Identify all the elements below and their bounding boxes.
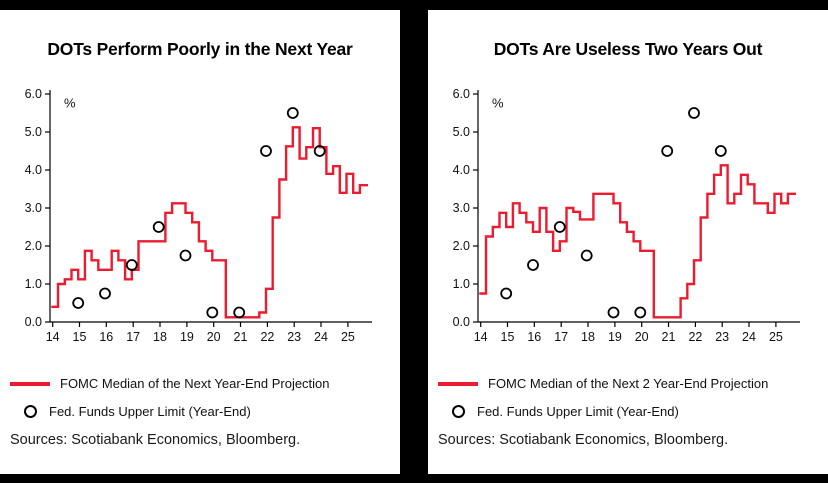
legend-item-upper-limit: Fed. Funds Upper Limit (Year-End) xyxy=(10,404,400,419)
svg-text:25: 25 xyxy=(769,330,783,344)
svg-text:19: 19 xyxy=(608,330,622,344)
svg-text:16: 16 xyxy=(99,330,113,344)
legend-item-fomc-median: FOMC Median of the Next 2 Year-End Proje… xyxy=(438,376,828,391)
sources-note: Sources: Scotiabank Economics, Bloomberg… xyxy=(10,432,301,448)
svg-text:24: 24 xyxy=(314,330,328,344)
svg-text:4.0: 4.0 xyxy=(453,163,470,177)
chart-title-two-years-out: DOTs Are Useless Two Years Out xyxy=(493,39,763,59)
legend-label-upper-limit: Fed. Funds Upper Limit (Year-End) xyxy=(49,404,251,419)
svg-text:19: 19 xyxy=(180,330,194,344)
legend-item-upper-limit: Fed. Funds Upper Limit (Year-End) xyxy=(438,404,828,419)
svg-text:15: 15 xyxy=(73,330,87,344)
svg-text:5.0: 5.0 xyxy=(453,125,470,139)
svg-text:17: 17 xyxy=(126,330,140,344)
svg-text:1.0: 1.0 xyxy=(453,277,470,291)
svg-text:14: 14 xyxy=(474,330,488,344)
svg-text:22: 22 xyxy=(260,330,274,344)
svg-text:6.0: 6.0 xyxy=(453,87,470,101)
svg-text:18: 18 xyxy=(153,330,167,344)
svg-text:1.0: 1.0 xyxy=(25,277,42,291)
svg-text:2.0: 2.0 xyxy=(453,239,470,253)
svg-text:23: 23 xyxy=(715,330,729,344)
svg-text:6.0: 6.0 xyxy=(25,87,42,101)
svg-text:24: 24 xyxy=(742,330,756,344)
panel-two-years-out: DOTs Are Useless Two Years Out 6.0 5.0 4.0… xyxy=(428,10,828,474)
svg-text:17: 17 xyxy=(554,330,568,344)
svg-text:25: 25 xyxy=(341,330,355,344)
svg-text:21: 21 xyxy=(234,330,248,344)
legend-item-fomc-median: FOMC Median of the Next Year-End Project… xyxy=(10,376,400,391)
svg-text:21: 21 xyxy=(662,330,676,344)
svg-text:16: 16 xyxy=(527,330,541,344)
two-year-projection-chart: 6.0 5.0 4.0 3.0 2.0 1.0 0.0 14 15 16 17 18 19 20 21 22 2… xyxy=(453,87,800,344)
svg-text:%: % xyxy=(492,95,504,110)
legend-label-upper-limit: Fed. Funds Upper Limit (Year-End) xyxy=(477,404,679,419)
red-line-marker xyxy=(438,381,478,386)
open-circle-marker xyxy=(452,405,465,418)
svg-text:2.0: 2.0 xyxy=(25,239,42,253)
sources-note: Sources: Scotiabank Economics, Bloomberg… xyxy=(438,432,729,448)
svg-text:4.0: 4.0 xyxy=(25,163,42,177)
svg-text:0.0: 0.0 xyxy=(453,315,470,329)
svg-text:3.0: 3.0 xyxy=(453,201,470,215)
chart-title-next-year: DOTs Perform Poorly in the Next Year xyxy=(47,39,353,59)
red-line-marker xyxy=(10,381,50,386)
svg-text:23: 23 xyxy=(287,330,301,344)
legend-label-fomc-median: FOMC Median of the Next 2 Year-End Proje… xyxy=(488,376,769,391)
svg-text:20: 20 xyxy=(207,330,221,344)
next-year-projection-chart: 6.0 5.0 4.0 3.0 2.0 1.0 0.0 14 15 16 17 18 19 20 21 22 2… xyxy=(25,87,372,344)
svg-text:20: 20 xyxy=(635,330,649,344)
open-circle-marker xyxy=(24,405,37,418)
svg-text:%: % xyxy=(64,95,76,110)
panel-next-year: DOTs Perform Poorly in the Next Year 6.0… xyxy=(0,10,400,474)
legend-two-years-out: FOMC Median of the Next 2 Year-End Proje… xyxy=(438,376,828,419)
svg-text:14: 14 xyxy=(46,330,60,344)
svg-text:15: 15 xyxy=(501,330,515,344)
svg-text:5.0: 5.0 xyxy=(25,125,42,139)
svg-text:3.0: 3.0 xyxy=(25,201,42,215)
legend-next-year: FOMC Median of the Next Year-End Project… xyxy=(10,376,400,419)
legend-label-fomc-median: FOMC Median of the Next Year-End Project… xyxy=(60,376,330,391)
svg-text:0.0: 0.0 xyxy=(25,315,42,329)
svg-text:18: 18 xyxy=(581,330,595,344)
svg-text:22: 22 xyxy=(688,330,702,344)
